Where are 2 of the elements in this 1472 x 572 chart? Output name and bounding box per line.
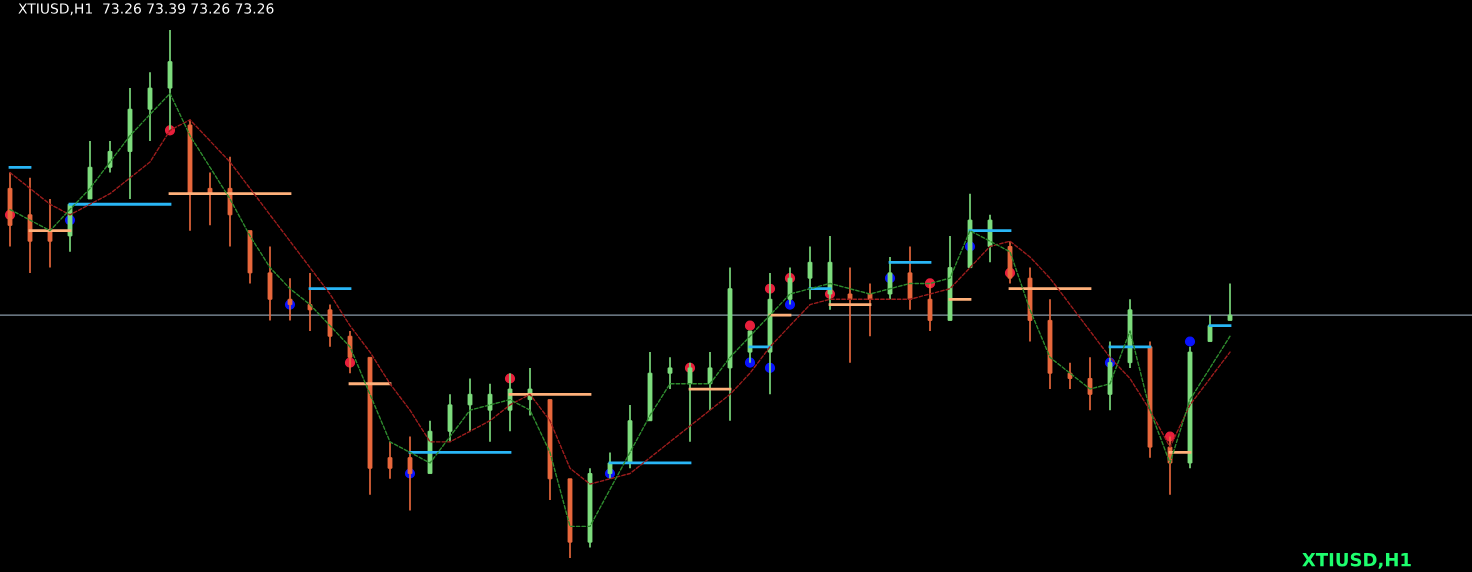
chart-title: XTIUSD,H1 73.26 73.39 73.26 73.26 xyxy=(18,3,274,16)
text: XTIUSD,H1 xyxy=(1302,552,1411,569)
